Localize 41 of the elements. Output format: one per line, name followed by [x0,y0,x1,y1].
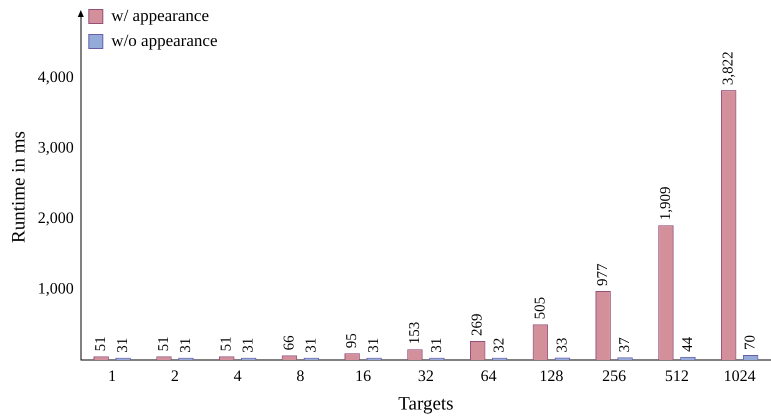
data-label: 1,909 [658,186,674,220]
y-tick-label: 4,000 [38,68,74,86]
legend-label: w/ appearance [111,6,209,25]
data-label: 31 [303,338,320,353]
data-label: 31 [366,338,382,353]
data-label: 31 [115,338,132,353]
y-tick-label: 3,000 [38,139,74,156]
x-tick-label: 4 [234,368,242,385]
x-tick-label: 8 [296,368,304,385]
data-label: 505 [532,296,548,320]
x-tick-label: 128 [539,368,564,385]
data-label: 51 [218,336,235,352]
data-label: 95 [344,333,360,348]
x-tick-label: 64 [480,368,497,385]
data-label: 66 [281,334,298,350]
data-label: 51 [93,336,110,352]
data-label: 31 [428,338,445,353]
x-tick-label: 256 [602,368,626,385]
data-label: 32 [492,338,508,353]
data-label: 3,822 [720,51,737,86]
data-label: 977 [595,263,612,286]
x-tick-label: 512 [664,368,689,385]
y-tick-label: 2,000 [38,210,74,227]
x-tick-label: 16 [355,368,372,385]
legend-label: w/o appearance [111,30,218,50]
x-tick-label: 32 [418,368,434,385]
y-axis-title: Runtime in ms [8,131,30,243]
x-axis-title: Targets [398,394,454,415]
data-label: 31 [178,338,194,353]
data-label: 269 [470,314,486,336]
data-label: 33 [554,338,570,353]
data-label: 70 [742,335,759,350]
y-tick-label: 1,000 [38,280,74,298]
data-label: 51 [156,336,172,352]
data-label: 37 [617,336,634,352]
data-label: 44 [680,336,696,352]
x-tick-label: 1024 [724,368,756,385]
x-tick-label: 1 [108,368,116,385]
x-tick-label: 2 [170,368,179,385]
data-label: 31 [240,338,257,353]
data-label: 153 [406,322,423,344]
